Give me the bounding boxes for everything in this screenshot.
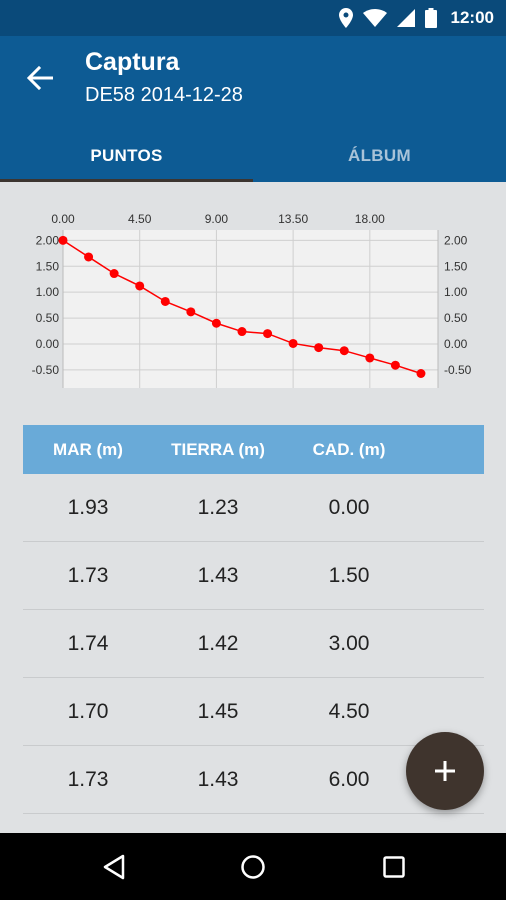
status-bar: 12:00 (0, 0, 506, 36)
cell-tierra: 1.43 (197, 563, 239, 587)
table-row[interactable]: 1.73 1.43 1.50 (23, 542, 484, 610)
header-tierra: TIERRA (m) (171, 439, 265, 459)
status-icons: 12:00 (338, 0, 494, 36)
tab-bar: PUNTOS ÁLBUM (0, 130, 506, 182)
table-row[interactable]: 1.73 1.43 6.00 (23, 746, 484, 814)
data-point (84, 252, 94, 262)
data-point (58, 235, 68, 245)
back-button[interactable] (20, 58, 60, 98)
cell-cad: 6.00 (328, 767, 370, 791)
data-point (263, 329, 273, 339)
battery-icon (424, 8, 437, 28)
y-tick-label-left: 0.50 (36, 311, 60, 325)
y-tick-label-left: 2.00 (36, 233, 60, 247)
status-time: 12:00 (450, 8, 494, 27)
cell-mar: 1.73 (67, 767, 109, 791)
y-tick-label-left: 1.00 (36, 285, 60, 299)
x-tick-label: 13.50 (278, 212, 308, 226)
y-tick-label-left: 0.00 (36, 337, 60, 351)
data-point (186, 307, 196, 317)
x-tick-label: 9.00 (205, 212, 229, 226)
plus-icon (435, 761, 455, 781)
y-tick-label-right: 0.00 (444, 337, 468, 351)
data-point (211, 318, 221, 328)
data-point (288, 338, 298, 348)
cell-tierra: 1.45 (197, 699, 239, 723)
y-tick-label-right: 1.50 (444, 259, 468, 273)
y-tick-label-left: 1.50 (36, 259, 60, 273)
page-subtitle: DE58 2014-12-28 (85, 84, 243, 106)
circle-home-icon (241, 855, 265, 879)
nav-back-button[interactable] (92, 845, 136, 889)
app-bar: Captura DE58 2014-12-28 PUNTOS ÁLBUM (0, 36, 506, 182)
page-title: Captura (85, 48, 180, 76)
location-icon (338, 8, 353, 28)
cell-cad: 4.50 (328, 699, 370, 723)
tab-album[interactable]: ÁLBUM (348, 146, 411, 165)
table-row[interactable]: 1.93 1.23 0.00 (23, 474, 484, 542)
y-tick-label-right: 1.00 (444, 285, 468, 299)
cell-tierra: 1.43 (197, 767, 239, 791)
tab-puntos[interactable]: PUNTOS (0, 130, 253, 182)
cell-mar: 1.74 (67, 631, 109, 655)
table-header: MAR (m) TIERRA (m) CAD. (m) (23, 425, 484, 474)
system-nav-bar (0, 833, 506, 900)
data-point (365, 353, 375, 363)
data-point (416, 368, 426, 378)
data-point (109, 269, 119, 279)
nav-recents-button[interactable] (372, 845, 416, 889)
data-point (339, 346, 349, 356)
data-point (237, 327, 247, 337)
plot-area (63, 230, 438, 388)
table-row[interactable]: 1.70 1.45 4.50 (23, 678, 484, 746)
data-point (390, 360, 400, 370)
points-table: MAR (m) TIERRA (m) CAD. (m) 1.93 1.23 0.… (23, 425, 484, 814)
nav-home-button[interactable] (231, 845, 275, 889)
header-mar: MAR (m) (53, 439, 123, 459)
triangle-back-icon (103, 854, 125, 880)
data-point (160, 296, 170, 306)
data-point (135, 281, 145, 291)
cell-tierra: 1.23 (197, 495, 239, 519)
y-tick-label-left: -0.50 (32, 363, 60, 377)
arrow-back-icon (27, 66, 53, 90)
cell-cad: 3.00 (328, 631, 370, 655)
x-tick-label: 18.00 (355, 212, 385, 226)
cell-mar: 1.70 (67, 699, 109, 723)
y-tick-label-right: -0.50 (444, 363, 472, 377)
x-tick-label: 0.00 (51, 212, 75, 226)
table-row[interactable]: 1.74 1.42 3.00 (23, 610, 484, 678)
square-recents-icon (383, 856, 405, 878)
wifi-icon (362, 9, 387, 27)
add-point-button[interactable] (406, 732, 484, 810)
cell-mar: 1.93 (67, 495, 109, 519)
x-tick-label: 4.50 (128, 212, 152, 226)
data-point (314, 343, 324, 353)
y-tick-label-right: 2.00 (444, 233, 468, 247)
cell-tierra: 1.42 (197, 631, 239, 655)
y-tick-label-right: 0.50 (444, 311, 468, 325)
cell-cad: 0.00 (328, 495, 370, 519)
profile-chart-svg: 0.00 4.50 9.00 13.50 18.00 2.00 2.00 1.50 1.50 1.… (32, 212, 472, 388)
cell-mar: 1.73 (67, 563, 109, 587)
profile-chart: 0.00 4.50 9.00 13.50 18.00 2.00 2.00 1.50 1.50 1.… (20, 205, 486, 395)
cell-cad: 1.50 (328, 563, 370, 587)
signal-icon (396, 9, 415, 27)
header-cad: CAD. (m) (312, 439, 386, 459)
